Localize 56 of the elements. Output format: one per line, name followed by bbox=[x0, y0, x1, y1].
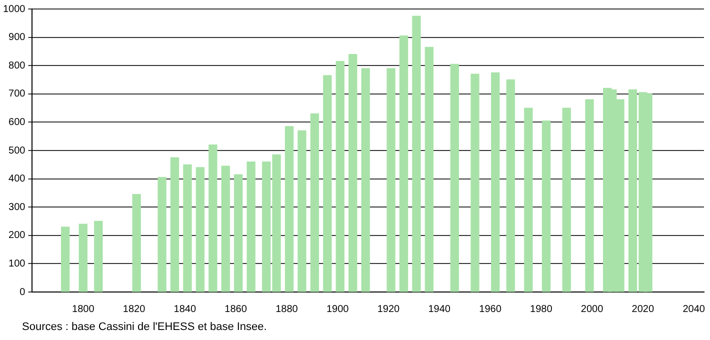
y-tick-label: 400 bbox=[8, 174, 26, 185]
y-tick-label: 300 bbox=[8, 202, 26, 213]
bar bbox=[424, 46, 434, 292]
y-tick-label: 900 bbox=[8, 32, 26, 44]
y-tick-label: 500 bbox=[8, 145, 26, 156]
bar bbox=[94, 220, 103, 292]
bar bbox=[196, 167, 205, 292]
x-tick-label: 1840 bbox=[174, 304, 196, 315]
bar bbox=[542, 120, 551, 292]
bar bbox=[246, 161, 256, 292]
y-tick-label: 1000 bbox=[2, 4, 26, 15]
bar bbox=[132, 194, 141, 292]
bar bbox=[323, 75, 332, 292]
bar bbox=[221, 166, 230, 292]
x-tick-label: 1800 bbox=[72, 304, 95, 315]
y-tick-label: 800 bbox=[8, 60, 26, 72]
bar bbox=[310, 113, 320, 292]
bar bbox=[158, 177, 166, 292]
bar bbox=[506, 79, 515, 292]
bar bbox=[60, 226, 70, 292]
bar bbox=[524, 108, 533, 292]
bar bbox=[348, 54, 358, 292]
x-tick-label: 2000 bbox=[580, 304, 604, 315]
bar bbox=[399, 36, 408, 292]
bar bbox=[284, 126, 294, 292]
y-tick-label: 600 bbox=[8, 116, 26, 128]
bar bbox=[208, 144, 218, 292]
y-tick-label: 200 bbox=[8, 230, 26, 242]
bar bbox=[336, 61, 344, 292]
bar bbox=[562, 108, 571, 292]
bar bbox=[470, 74, 480, 292]
bar bbox=[234, 174, 243, 292]
bar bbox=[298, 130, 306, 292]
y-tick-label: 0 bbox=[20, 286, 26, 298]
x-tick-label: 1820 bbox=[122, 304, 146, 315]
x-tick-label: 1940 bbox=[428, 304, 451, 315]
bar bbox=[170, 157, 180, 292]
y-tick-label: 100 bbox=[8, 258, 26, 270]
source-note: Sources : base Cassini de l'EHESS et base Insee. bbox=[22, 321, 267, 334]
x-tick-label: 1880 bbox=[276, 304, 298, 315]
x-tick-label: 1960 bbox=[479, 304, 502, 315]
x-tick-label: 1860 bbox=[224, 304, 248, 315]
bar bbox=[361, 68, 370, 292]
y-tick-label: 700 bbox=[8, 88, 26, 100]
bar bbox=[78, 224, 88, 292]
x-tick-label: 1980 bbox=[530, 304, 553, 315]
x-tick-label: 2040 bbox=[682, 304, 706, 315]
x-tick-label: 1900 bbox=[326, 304, 350, 315]
bar bbox=[585, 99, 594, 292]
bar bbox=[386, 68, 396, 292]
x-tick-label: 2020 bbox=[632, 304, 654, 315]
bar bbox=[450, 64, 459, 292]
bar bbox=[412, 16, 421, 292]
x-tick-label: 1920 bbox=[377, 304, 400, 315]
bar bbox=[491, 72, 500, 292]
bar bbox=[183, 164, 192, 292]
